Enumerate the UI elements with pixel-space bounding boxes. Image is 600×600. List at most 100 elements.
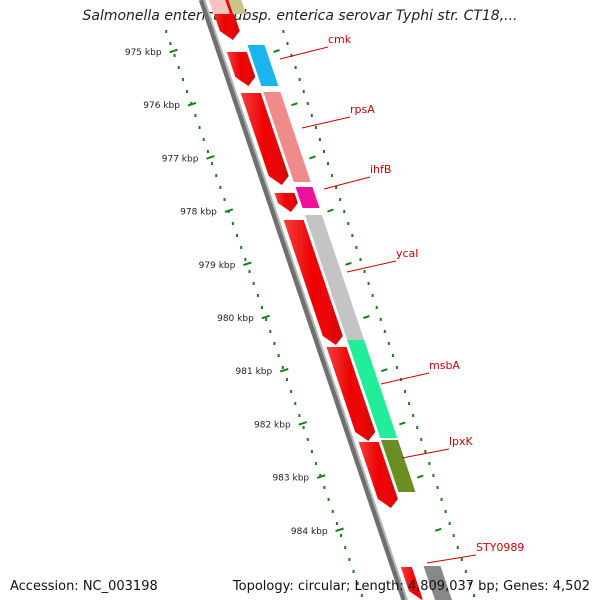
- outer-guide-dot: [408, 402, 411, 405]
- inner-guide-dot: [281, 366, 284, 369]
- inner-guide-dot: [344, 546, 347, 549]
- outer-guide-dot: [472, 594, 475, 597]
- inner-guide-dot: [335, 522, 338, 525]
- leader-sty0989: [426, 554, 477, 564]
- outer-tick-6: [381, 368, 388, 373]
- map-title: Salmonella enterica subsp. enterica sero…: [82, 8, 518, 24]
- inner-guide-dot: [169, 42, 172, 45]
- outer-guide-dot: [302, 90, 305, 93]
- outer-tick-9: [434, 527, 442, 532]
- inner-guide-dot: [290, 390, 293, 393]
- outer-guide-dot: [452, 534, 455, 537]
- inner-guide-dot: [181, 78, 184, 81]
- tick-label-2: 977 kbp: [162, 154, 199, 164]
- leader-rpsa: [301, 116, 351, 129]
- leader-ihfb: [323, 176, 371, 190]
- cds-fade-top: [209, 0, 231, 14]
- outer-guide-dot: [363, 270, 366, 273]
- outer-tick-0: [273, 49, 280, 53]
- outer-tick-7: [399, 421, 406, 426]
- inner-guide-dot: [294, 402, 297, 405]
- outer-guide-dot: [379, 318, 382, 321]
- outer-guide-dot: [335, 186, 338, 189]
- outer-guide-dot: [416, 426, 419, 429]
- inner-guide-dot: [215, 174, 218, 177]
- outer-guide-dot: [432, 474, 435, 477]
- gene-block-ycai: [304, 215, 365, 342]
- backbone-highlight: [203, 0, 408, 600]
- outer-tick-1: [291, 102, 298, 107]
- gene-block-sty0989: [423, 566, 452, 600]
- gene-gap: [411, 566, 434, 600]
- outer-guide-dot: [436, 486, 439, 489]
- cds-arrow-5-shade: [283, 220, 343, 345]
- outer-guide-dot: [298, 78, 301, 81]
- inner-guide-dot: [256, 294, 259, 297]
- tick-mark-9: [335, 527, 344, 533]
- tick-label-0: 975 kbp: [125, 48, 162, 58]
- inner-guide-dot: [273, 342, 276, 345]
- tick-label-7: 982 kbp: [254, 420, 291, 430]
- backbone-line: [198, 0, 407, 600]
- inner-guide-dot: [348, 558, 351, 561]
- inner-guide-dot: [231, 222, 234, 225]
- tick-label-3: 978 kbp: [180, 208, 217, 218]
- outer-tick-3: [327, 208, 334, 213]
- outer-guide-dot: [343, 210, 346, 213]
- gene-block-lpxk: [380, 440, 416, 492]
- outer-guide-dot: [420, 438, 423, 441]
- leader-lpxk: [401, 448, 450, 459]
- outer-guide-dot: [339, 198, 342, 201]
- inner-guide-dot: [186, 90, 189, 93]
- cds-arrow-2: [226, 52, 256, 86]
- cds-arrow-3: [240, 93, 289, 185]
- outer-guide-dot: [310, 114, 313, 117]
- accession-text: Accession: NC_003198: [10, 579, 158, 594]
- gene-label-cmk: cmk: [328, 33, 352, 46]
- outer-guide-dot: [371, 294, 374, 297]
- inner-guide-dot: [244, 258, 247, 261]
- inner-guide-dot: [340, 534, 343, 537]
- gene-block-msba: [347, 340, 398, 438]
- tick-label-5: 980 kbp: [217, 314, 254, 324]
- leader-cmk: [279, 46, 329, 60]
- inner-guide-dot: [252, 282, 255, 285]
- inner-guide-dot: [319, 474, 322, 477]
- outer-guide-dot: [395, 366, 398, 369]
- inner-guide-dot: [236, 234, 239, 237]
- gene-block-ihfb: [295, 187, 320, 208]
- gene-label-ycai: ycaI: [396, 247, 419, 260]
- inner-guide-dot: [360, 594, 363, 597]
- gene-block-cmk: [247, 45, 279, 86]
- inner-guide-dot: [302, 426, 305, 429]
- tick-mark-5: [261, 314, 271, 320]
- inner-guide-dot: [248, 270, 251, 273]
- outer-guide-dot: [383, 330, 386, 333]
- outer-guide-dot: [347, 222, 350, 225]
- outer-guide-dot: [294, 66, 297, 69]
- outer-guide-dot: [412, 414, 415, 417]
- cds-arrow-2-shade: [226, 52, 256, 86]
- inner-guide-dot: [331, 510, 334, 513]
- leader-ycai: [346, 260, 397, 273]
- outer-guide-dot: [387, 342, 390, 345]
- feature-tracks: [209, 0, 452, 600]
- gene-label-ihfb: ihfB: [370, 163, 391, 176]
- outer-guide-dot: [468, 582, 471, 585]
- inner-guide-dot: [202, 138, 205, 141]
- inner-guide-dot: [277, 354, 280, 357]
- tick-label-6: 981 kbp: [236, 367, 273, 377]
- gene-block-rpsa: [263, 92, 311, 182]
- inner-guide-dot: [177, 66, 180, 69]
- outer-tick-4: [345, 261, 352, 266]
- tick-label-8: 983 kbp: [272, 474, 309, 484]
- outer-guide-dot: [448, 522, 451, 525]
- outer-guide-dot: [306, 102, 309, 105]
- outer-guide-dot: [355, 246, 358, 249]
- outer-guide-dot: [460, 558, 463, 561]
- dotted-guides: [165, 30, 475, 597]
- gene-label-lpxk: lpxK: [449, 435, 474, 448]
- outer-tick-2: [309, 155, 316, 160]
- tick-mark-3: [224, 208, 234, 213]
